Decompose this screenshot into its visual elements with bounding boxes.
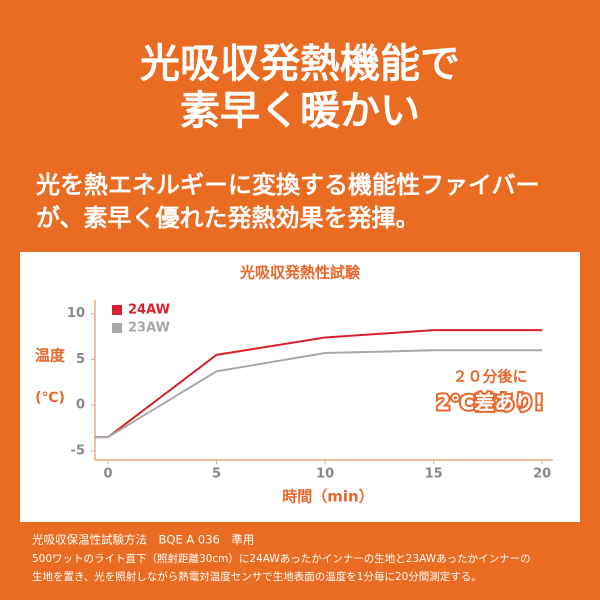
y-axis-label: 温度 (35, 347, 66, 365)
legend-label: 23AW (128, 321, 170, 336)
y-tick-label: -5 (71, 443, 85, 458)
legend-label: 24AW (128, 303, 170, 318)
chart-title: 光吸収発熱性試験 (239, 264, 361, 282)
title: 素早く暖かい (180, 88, 420, 134)
x-tick-label: 0 (104, 467, 113, 482)
y-axis-label: (℃) (35, 390, 65, 406)
y-tick-label: 10 (67, 306, 85, 321)
footer-text: 生地を置き、光を照射しながら熱電対温度センサで生地表面の温度を1分毎に20分間測… (32, 570, 482, 583)
x-tick-label: 5 (212, 467, 221, 482)
footer-text: 光吸収保温性試験方法 BQE A 036 準用 (32, 533, 254, 547)
x-tick-label: 10 (316, 467, 334, 482)
x-tick-label: 20 (533, 467, 551, 482)
y-tick-label: 0 (76, 398, 85, 413)
footer-text: 500ワットのライト直下（照射距離30cm）に24AWあったかインナーの生地と2… (32, 552, 531, 565)
title: 光吸収発熱機能で (140, 41, 460, 87)
legend-swatch (112, 323, 122, 333)
subtitle: 光を熱エネルギーに変換する機能性ファイバー (35, 171, 540, 199)
chart-panel (20, 252, 580, 522)
legend-swatch (112, 305, 122, 315)
subtitle: が、素早く優れた発熱効果を発揮。 (36, 204, 420, 232)
annotation: ２０分後に (452, 368, 527, 386)
y-tick-label: 5 (76, 352, 85, 367)
x-axis-label: 時間（min） (282, 488, 373, 506)
series-line (95, 349, 543, 439)
annotation: 2℃差あり! (436, 391, 543, 415)
x-tick-label: 15 (425, 467, 443, 482)
